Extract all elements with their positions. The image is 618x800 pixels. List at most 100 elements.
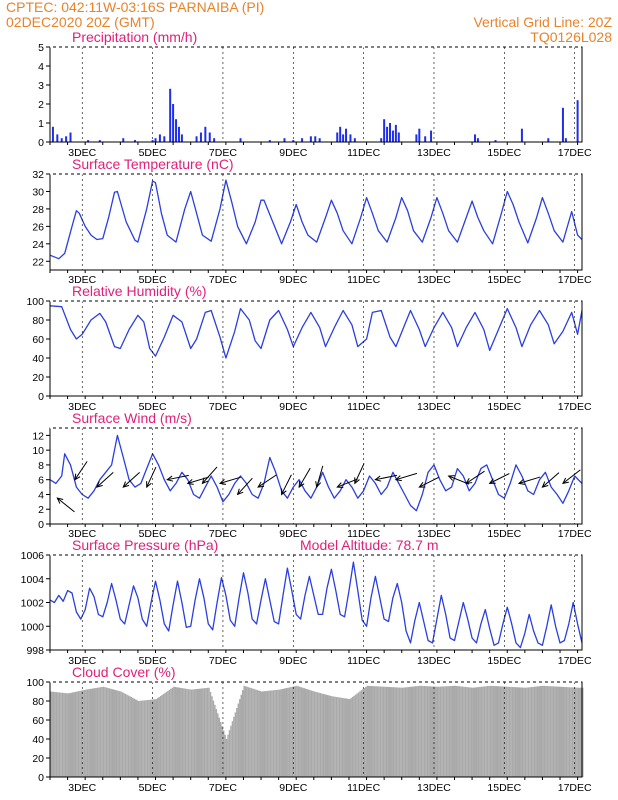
cloud-cover-bar (215, 709, 218, 777)
cloud-cover-bar (548, 686, 550, 777)
cloud-cover-bar (161, 694, 163, 777)
date-label: 5DEC (139, 147, 167, 159)
precipitation-bar (383, 119, 386, 142)
cloud-cover-bar (54, 691, 56, 777)
cloud-cover-bar (199, 688, 201, 777)
precipitation-bar (239, 138, 242, 142)
cloud-cover-bar (315, 691, 317, 777)
model-altitude-label: Model Altitude: 78.7 m (300, 537, 439, 553)
precipitation-bar (342, 134, 345, 142)
cloud-cover-bar (162, 693, 165, 777)
cloud-cover-bar (312, 691, 314, 777)
cloud-cover-bar (67, 693, 70, 777)
cloud-cover-bar (306, 689, 308, 777)
cloud-cover-bar (527, 687, 530, 777)
cloud-cover-bar (413, 686, 415, 777)
cloud-cover-bar (455, 685, 458, 777)
cloud-cover-bar (73, 692, 75, 777)
cloud-cover-bar (252, 688, 254, 777)
cloud-cover-bar (303, 688, 306, 777)
precipitation-bar (98, 140, 101, 142)
humidity-chart: 0 20 40 60 80 100 3DEC 5DEC 7DEC 9DEC 11DEC 13DEC 15… (26, 296, 592, 413)
cloud-cover-bar (139, 700, 141, 777)
cloud-cover-bar (83, 689, 86, 777)
cloud-cover-bar (461, 686, 464, 777)
wind-panel: Surface Wind (m/s) 0 2 4 6 8 10 12 3DEC 5DEC 7DEC… (32, 410, 592, 540)
cloud-cover-bar (521, 687, 524, 777)
wind-arrow-head (166, 475, 174, 482)
cloud-cover-bar (438, 686, 440, 777)
y-tick-label: 40 (32, 353, 44, 365)
cloud-cover-bar (476, 687, 478, 777)
y-tick-label: 0 (38, 519, 44, 531)
cloud-cover-bar (111, 689, 114, 777)
y-tick-label: 100 (26, 677, 44, 689)
cloud-cover-bar (529, 687, 531, 777)
cloud-cover-bar (378, 686, 380, 777)
cloud-cover-bar (272, 690, 275, 777)
cloud-cover-bar (168, 689, 171, 777)
wind-arrow (298, 467, 311, 488)
wind-arrow-head (281, 488, 287, 496)
cloud-cover-bar (387, 686, 389, 777)
cloud-cover-bar (74, 691, 77, 777)
cloud-cover-bar (275, 689, 278, 777)
y-tick-label: 3 (38, 80, 44, 92)
cloud-cover-bar (473, 687, 476, 777)
cloud-cover-bar (428, 686, 430, 777)
cloud-cover-bar (574, 687, 577, 777)
cloud-cover-bar (70, 692, 72, 777)
cloud-cover-bar (69, 693, 71, 777)
cloud-cover-bar (183, 688, 185, 777)
cloud-cover-bar (278, 689, 281, 777)
cloud-cover-bar (510, 686, 512, 777)
cloud-cover-bar (55, 692, 58, 777)
wind-arrow (518, 476, 541, 484)
cloud-cover-bar (404, 687, 407, 777)
humidity-panel: Relative Humidity (%) 0 20 40 60 80 100 3DEC 5D… (26, 283, 592, 413)
cloud-cover-bar (582, 687, 584, 777)
cloud-cover-bar (236, 707, 238, 777)
precipitation-bar (386, 126, 389, 142)
date-label: 5DEC (139, 655, 167, 667)
cloud-cover-bar (394, 687, 396, 777)
cloud-cover-bar (501, 686, 503, 777)
cloud-cover-bar (137, 701, 140, 777)
date-label: 7DEC (209, 274, 237, 286)
cloud-cover-bar (573, 687, 575, 777)
cloud-cover-bar (482, 686, 484, 777)
y-tick-label: 8 (38, 460, 44, 472)
precipitation-bar (158, 134, 161, 142)
wind-arrow (281, 474, 292, 495)
precip-frame (49, 46, 583, 143)
precipitation-title: Precipitation (mm/h) (72, 29, 197, 45)
cloud-cover-bar (277, 689, 279, 777)
cloud-cover-bar (262, 691, 264, 777)
cloud-cover-bar (108, 688, 111, 777)
precipitation-bar (353, 138, 356, 142)
cloud-cover-bar (293, 686, 295, 777)
date-label: 3DEC (68, 274, 96, 286)
wind-arrow-head (418, 482, 426, 488)
cloud-cover-bar (410, 686, 412, 777)
y-tick-label: 60 (32, 334, 44, 346)
cloud-cover-bar (208, 687, 210, 777)
wind-arrow-head (465, 477, 473, 485)
cloud-cover-bar (580, 687, 582, 777)
precipitation-bar (180, 134, 183, 142)
wind-arrow (489, 473, 510, 484)
cloud-cover-bar (140, 700, 143, 777)
cloud-cover-bar (316, 692, 319, 777)
wind-arrow (354, 463, 365, 484)
date-label: 13DEC (417, 274, 451, 286)
cloud-cover-bar (302, 687, 304, 777)
y-tick-label: 1002 (21, 598, 45, 610)
wind-arrow-head (541, 481, 549, 488)
y-tick-label: 0 (38, 772, 44, 784)
y-tick-label: 40 (32, 734, 44, 746)
date-label: 7DEC (209, 401, 237, 413)
precipitation-bar (309, 136, 312, 142)
y-tick-label: 10 (32, 445, 44, 457)
cloud-cover-bar (532, 686, 534, 777)
precipitation-panel: Precipitation (mm/h) 0 1 2 3 4 5 3DEC 5DEC 7DEC 9… (38, 29, 592, 159)
